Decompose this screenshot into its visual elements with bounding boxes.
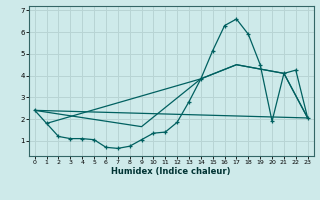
X-axis label: Humidex (Indice chaleur): Humidex (Indice chaleur) bbox=[111, 167, 231, 176]
